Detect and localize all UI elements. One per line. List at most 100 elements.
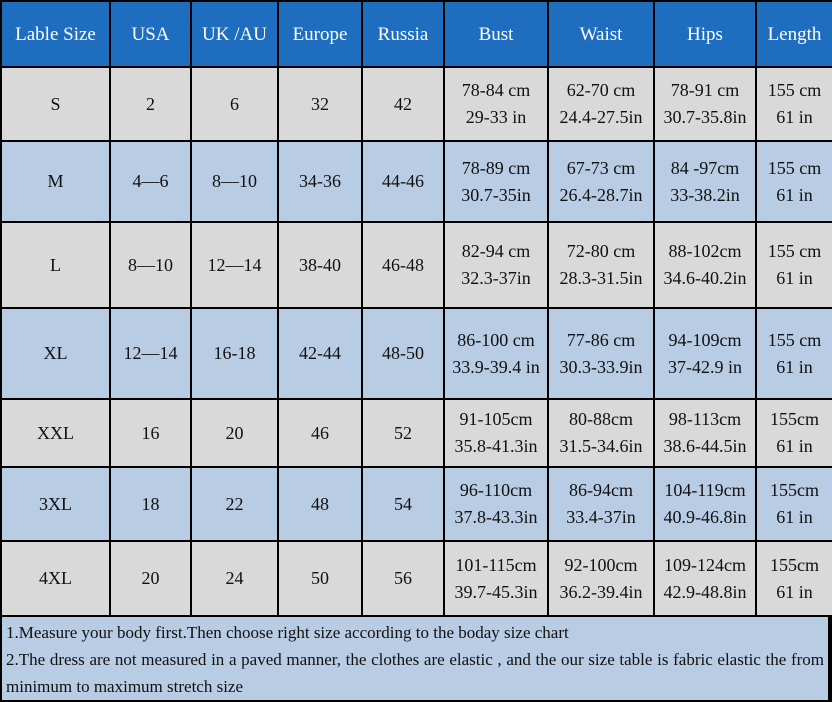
cell-line: 37-42.9 in — [668, 356, 742, 377]
cell-line: 104-119cm — [664, 480, 746, 500]
table-cell: 4XL — [2, 542, 109, 615]
cell-line: 78-89 cm — [461, 157, 531, 178]
table-cell: 56 — [363, 542, 443, 615]
cell-line: 61 in — [776, 507, 813, 527]
cell-line: 31.5-34.6in — [559, 436, 643, 456]
cell-line: 86-94cm — [569, 480, 633, 500]
cell-line: 61 in — [776, 356, 813, 377]
table-cell: 48-50 — [363, 309, 443, 398]
cell-line: 101-115cm — [455, 554, 537, 575]
header-cell: Bust — [445, 2, 547, 66]
cell-line: 32.3-37in — [461, 268, 531, 288]
cell-line: 40.9-46.8in — [663, 507, 747, 527]
table-cell: 20 — [192, 400, 277, 466]
table-cell: 48 — [279, 468, 361, 540]
table-cell: 72-80 cm 28.3-31.5in — [549, 223, 653, 307]
header-cell: UK /AU — [192, 2, 277, 66]
cell-line: 109-124cm — [664, 554, 746, 575]
cell-line: 30.3-33.9in — [559, 356, 643, 377]
table-cell: L — [2, 223, 109, 307]
table-cell: 62-70 cm 24.4-27.5in — [549, 68, 653, 140]
table-cell: 2 — [111, 68, 190, 140]
cell-line: 62-70 cm — [566, 80, 636, 100]
cell-line: 30.7-35.8in — [663, 107, 747, 127]
table-cell: 46-48 — [363, 223, 443, 307]
cell-line: 33.4-37in — [566, 507, 636, 527]
table-cell: 78-91 cm 30.7-35.8in — [655, 68, 755, 140]
table-cell: 88-102cm 34.6-40.2in — [655, 223, 755, 307]
cell-line: 35.8-41.3in — [454, 436, 538, 456]
cell-line: 37.8-43.3in — [454, 507, 538, 527]
cell-line: 26.4-28.7in — [559, 184, 643, 205]
header-cell: USA — [111, 2, 190, 66]
table-cell: 8—10 — [111, 223, 190, 307]
table-cell: 78-84 cm 29-33 in — [445, 68, 547, 140]
table-cell: M — [2, 142, 109, 221]
table-cell: 82-94 cm 32.3-37in — [445, 223, 547, 307]
table-cell: 54 — [363, 468, 443, 540]
cell-line: 155cm — [770, 480, 819, 500]
table-cell: 155cm 61 in — [757, 400, 832, 466]
table-cell: 44-46 — [363, 142, 443, 221]
cell-line: 94-109cm — [668, 329, 742, 350]
table-cell: 12—14 — [192, 223, 277, 307]
table-cell: 50 — [279, 542, 361, 615]
cell-line: 33-38.2in — [670, 184, 740, 205]
cell-line: 24.4-27.5in — [559, 107, 643, 127]
table-cell: 8—10 — [192, 142, 277, 221]
table-cell: 77-86 cm 30.3-33.9in — [549, 309, 653, 398]
table-cell: 155 cm 61 in — [757, 68, 832, 140]
cell-line: 34.6-40.2in — [663, 268, 747, 288]
notes: 1.Measure your body first.Then choose ri… — [2, 617, 828, 700]
cell-line: 155 cm — [767, 157, 822, 178]
cell-line: 61 in — [776, 436, 813, 456]
cell-line: 38.6-44.5in — [663, 436, 747, 456]
table-cell: 38-40 — [279, 223, 361, 307]
table-cell: 155 cm 61 in — [757, 142, 832, 221]
table-cell: 16 — [111, 400, 190, 466]
table-cell: 155cm 61 in — [757, 542, 832, 615]
cell-line: 61 in — [776, 268, 813, 288]
cell-line: 61 in — [776, 184, 813, 205]
cell-line: 84 -97cm — [670, 157, 740, 178]
table-cell: 78-89 cm 30.7-35in — [445, 142, 547, 221]
table-cell: 67-73 cm 26.4-28.7in — [549, 142, 653, 221]
cell-line: 96-110cm — [459, 480, 533, 500]
table-cell: XL — [2, 309, 109, 398]
table-cell: 155 cm 61 in — [757, 309, 832, 398]
cell-line: 82-94 cm — [461, 241, 531, 261]
cell-line: 67-73 cm — [566, 157, 636, 178]
table-cell: 46 — [279, 400, 361, 466]
cell-line: 29-33 in — [465, 107, 527, 127]
table-cell: 86-94cm 33.4-37in — [549, 468, 653, 540]
cell-line: 155 cm — [767, 329, 822, 350]
table-cell: XXL — [2, 400, 109, 466]
table-cell: 20 — [111, 542, 190, 615]
table-cell: 3XL — [2, 468, 109, 540]
cell-line: 80-88cm — [569, 409, 633, 429]
table-cell: 104-119cm 40.9-46.8in — [655, 468, 755, 540]
cell-line: 92-100cm — [564, 554, 638, 575]
table-cell: S — [2, 68, 109, 140]
cell-line: 78-84 cm — [461, 80, 531, 100]
header-cell: Lable Size — [2, 2, 109, 66]
cell-line: 155cm — [770, 554, 819, 575]
cell-line: 30.7-35in — [461, 184, 531, 205]
cell-line: 28.3-31.5in — [559, 268, 643, 288]
table-cell: 96-110cm 37.8-43.3in — [445, 468, 547, 540]
cell-line: 39.7-45.3in — [454, 581, 538, 602]
table-cell: 91-105cm 35.8-41.3in — [445, 400, 547, 466]
table-cell: 32 — [279, 68, 361, 140]
cell-line: 42.9-48.8in — [663, 581, 747, 602]
note-line: 2.The dress are not measured in a paved … — [6, 650, 824, 696]
table-cell: 155 cm 61 in — [757, 223, 832, 307]
table-cell: 52 — [363, 400, 443, 466]
cell-line: 155cm — [770, 409, 819, 429]
cell-line: 155 cm — [767, 241, 822, 261]
table-cell: 12—14 — [111, 309, 190, 398]
cell-line: 33.9-39.4 in — [452, 356, 540, 377]
header-cell: Hips — [655, 2, 755, 66]
table-cell: 86-100 cm 33.9-39.4 in — [445, 309, 547, 398]
cell-line: 155 cm — [767, 80, 822, 100]
